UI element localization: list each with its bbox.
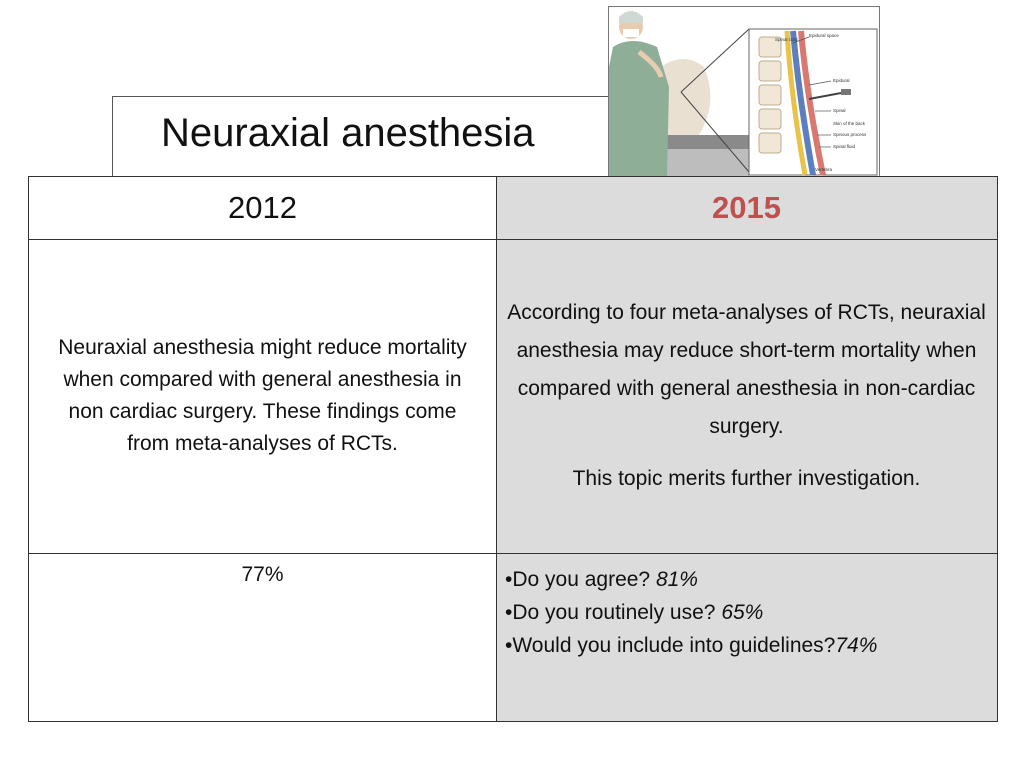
column-2015-background xyxy=(496,177,997,721)
survey-item: •Do you routinely use? 65% xyxy=(505,596,877,629)
statement-2015: According to four meta-analyses of RCTs,… xyxy=(496,239,997,553)
slide-title: Neuraxial anesthesia xyxy=(161,111,535,155)
label-epidural: Epidural xyxy=(833,78,850,83)
statement-2015-note: This topic merits further investigation. xyxy=(572,467,921,490)
header-2015: 2015 xyxy=(712,190,781,225)
survey-item: •Would you include into guidelines?74% xyxy=(505,629,877,662)
label-vertebra: Vertebra xyxy=(815,167,833,172)
header-2012: 2012 xyxy=(228,190,297,225)
row-divider xyxy=(29,239,997,240)
survey-value: 81% xyxy=(655,568,698,591)
survey-2015: •Do you agree? 81% •Do you routinely use… xyxy=(505,563,877,662)
statement-2012-text: Neuraxial anesthesia might reduce mortal… xyxy=(58,336,467,455)
label-epidural-space: Epidural space xyxy=(809,33,839,38)
label-skin: Skin of the back xyxy=(833,121,866,126)
survey-value: 65% xyxy=(721,601,764,624)
column-divider xyxy=(496,177,497,721)
survey-question: •Would you include into guidelines? xyxy=(505,634,836,657)
statement-2012: Neuraxial anesthesia might reduce mortal… xyxy=(29,239,496,553)
statement-2015-text: According to four meta-analyses of RCTs,… xyxy=(507,301,986,438)
spinal-anesthesia-illustration: Spinal cord Epidural space Epidural Spin… xyxy=(608,6,880,178)
label-spinal: Spinal xyxy=(833,108,846,113)
survey-question: •Do you routinely use? xyxy=(505,601,722,624)
survey-question: •Do you agree? xyxy=(505,568,656,591)
survey-value: 74% xyxy=(835,634,878,657)
survey-item: •Do you agree? 81% xyxy=(505,563,877,596)
label-spinous-process: Spinous process xyxy=(833,132,867,137)
comparison-table: 2012 2015 Neuraxial anesthesia might red… xyxy=(28,176,998,722)
title-box: Neuraxial anesthesia xyxy=(112,96,610,176)
row-divider xyxy=(29,553,997,554)
label-spinal-fluid: Spinal fluid xyxy=(833,144,856,149)
agreement-2012: 77% xyxy=(241,563,284,586)
label-spinal-cord: Spinal cord xyxy=(775,37,798,42)
